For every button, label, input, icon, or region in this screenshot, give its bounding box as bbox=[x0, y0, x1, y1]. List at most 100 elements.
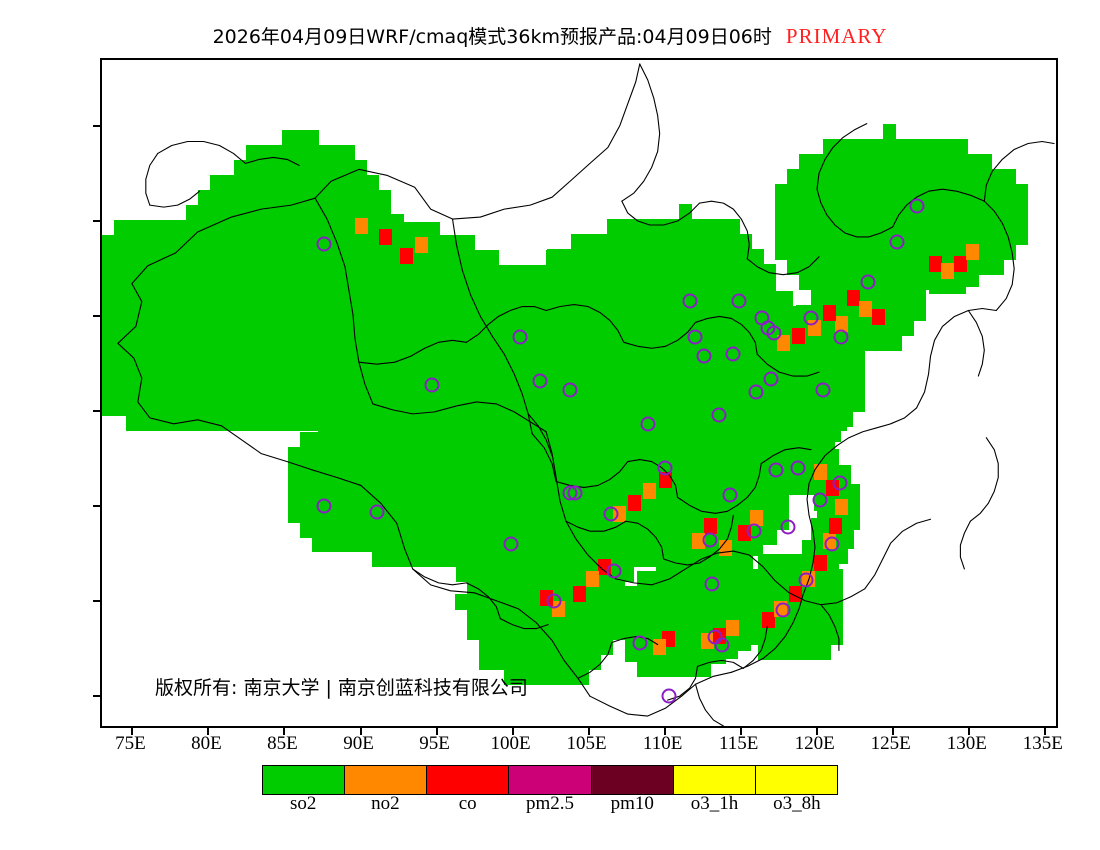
grid-cell bbox=[847, 316, 861, 333]
grid-cell bbox=[546, 278, 560, 295]
city-station-marker[interactable] bbox=[711, 407, 727, 423]
city-station-marker[interactable] bbox=[714, 637, 730, 653]
city-station-marker[interactable] bbox=[369, 504, 385, 520]
grid-cell bbox=[954, 139, 968, 156]
grid-cell bbox=[533, 340, 547, 357]
grid-cell bbox=[569, 370, 583, 387]
city-station-marker[interactable] bbox=[512, 329, 528, 345]
legend-swatch-no2[interactable] bbox=[345, 766, 428, 794]
grid-cell bbox=[480, 461, 494, 478]
grid-cell bbox=[865, 229, 879, 246]
city-station-marker[interactable] bbox=[889, 234, 905, 250]
city-station-marker[interactable] bbox=[860, 274, 876, 290]
city-station-marker[interactable] bbox=[606, 563, 622, 579]
grid-cell bbox=[737, 620, 751, 636]
grid-cell bbox=[575, 518, 589, 535]
city-station-marker[interactable] bbox=[731, 293, 747, 309]
grid-cell bbox=[378, 229, 392, 246]
city-station-marker[interactable] bbox=[682, 293, 698, 309]
city-station-marker[interactable] bbox=[775, 602, 791, 618]
grid-cell bbox=[678, 353, 692, 370]
grid-cell bbox=[102, 279, 116, 296]
city-station-marker[interactable] bbox=[722, 487, 738, 503]
city-station-marker[interactable] bbox=[780, 519, 796, 535]
grid-cell bbox=[726, 218, 740, 235]
city-station-marker[interactable] bbox=[832, 475, 847, 491]
grid-cell bbox=[667, 408, 681, 425]
city-station-marker[interactable] bbox=[316, 498, 332, 514]
grid-cell bbox=[839, 411, 853, 428]
legend-swatch-o3_8h[interactable] bbox=[755, 766, 837, 794]
pollutant-legend-labels: so2 no2 co pm2.5 pm10 o3_1h o3_8h bbox=[262, 793, 838, 819]
grid-cell bbox=[1014, 184, 1028, 201]
grid-cell bbox=[408, 446, 422, 463]
y-axis-tick bbox=[93, 125, 102, 128]
grid-cell bbox=[829, 584, 843, 601]
grid-cell bbox=[594, 248, 608, 265]
city-station-marker[interactable] bbox=[803, 310, 819, 326]
grid-cell bbox=[444, 446, 458, 463]
city-station-marker[interactable] bbox=[640, 416, 656, 432]
grid-cell bbox=[396, 446, 410, 463]
grid-cell bbox=[575, 668, 589, 685]
city-station-marker[interactable] bbox=[696, 348, 712, 364]
city-station-marker[interactable] bbox=[790, 460, 806, 476]
legend-swatch-o3_1h[interactable] bbox=[673, 766, 756, 794]
grid-cell bbox=[719, 366, 733, 383]
city-station-marker[interactable] bbox=[725, 346, 741, 362]
city-station-marker[interactable] bbox=[833, 329, 849, 345]
city-station-marker[interactable] bbox=[546, 593, 562, 609]
city-station-marker[interactable] bbox=[746, 523, 762, 539]
city-station-marker[interactable] bbox=[532, 373, 548, 389]
x-axis-label: 90E bbox=[343, 733, 374, 754]
city-station-marker[interactable] bbox=[316, 236, 332, 252]
grid-cell bbox=[643, 483, 657, 500]
city-station-marker[interactable] bbox=[704, 576, 720, 592]
legend-swatch-so2[interactable] bbox=[263, 766, 346, 794]
grid-cell bbox=[702, 293, 716, 310]
grid-cell bbox=[581, 355, 595, 372]
city-station-marker[interactable] bbox=[661, 688, 677, 704]
grid-cell bbox=[312, 536, 326, 553]
grid-cell bbox=[817, 644, 831, 661]
city-station-marker[interactable] bbox=[815, 382, 831, 398]
legend-swatch-pm10[interactable] bbox=[591, 766, 674, 794]
city-station-marker[interactable] bbox=[768, 462, 784, 478]
grid-cell bbox=[827, 381, 841, 398]
city-station-marker[interactable] bbox=[657, 460, 673, 476]
city-station-marker[interactable] bbox=[909, 198, 925, 214]
city-station-marker[interactable] bbox=[798, 572, 814, 588]
grid-cell bbox=[714, 293, 728, 310]
city-station-marker[interactable] bbox=[562, 382, 578, 398]
city-station-marker[interactable] bbox=[567, 485, 583, 501]
city-station-marker[interactable] bbox=[812, 492, 828, 508]
grid-cell bbox=[492, 431, 506, 448]
grid-cell bbox=[342, 144, 356, 161]
grid-cell bbox=[822, 304, 836, 321]
legend-swatch-co[interactable] bbox=[427, 766, 510, 794]
x-axis-label: 105E bbox=[566, 733, 607, 754]
city-station-marker[interactable] bbox=[424, 377, 440, 393]
grid-cell bbox=[618, 385, 632, 402]
city-station-marker[interactable] bbox=[763, 371, 779, 387]
grid-cell bbox=[715, 453, 729, 470]
city-station-marker[interactable] bbox=[603, 506, 619, 522]
city-station-marker[interactable] bbox=[632, 635, 648, 651]
grid-cell bbox=[432, 461, 446, 478]
grid-cell bbox=[408, 461, 422, 478]
grid-cell bbox=[803, 381, 817, 398]
grid-cell bbox=[655, 408, 669, 425]
city-station-marker[interactable] bbox=[824, 536, 840, 552]
legend-swatch-pm25[interactable] bbox=[509, 766, 592, 794]
city-station-marker[interactable] bbox=[760, 320, 776, 336]
grid-cell bbox=[670, 471, 684, 488]
city-station-marker[interactable] bbox=[687, 329, 703, 345]
city-station-marker[interactable] bbox=[702, 532, 718, 548]
city-station-marker[interactable] bbox=[503, 536, 519, 552]
city-station-marker[interactable] bbox=[748, 384, 764, 400]
grid-cell bbox=[606, 385, 619, 402]
grid-cell bbox=[716, 502, 730, 519]
grid-cell bbox=[667, 393, 681, 410]
grid-cell bbox=[1002, 244, 1016, 261]
grid-cell bbox=[819, 335, 833, 352]
